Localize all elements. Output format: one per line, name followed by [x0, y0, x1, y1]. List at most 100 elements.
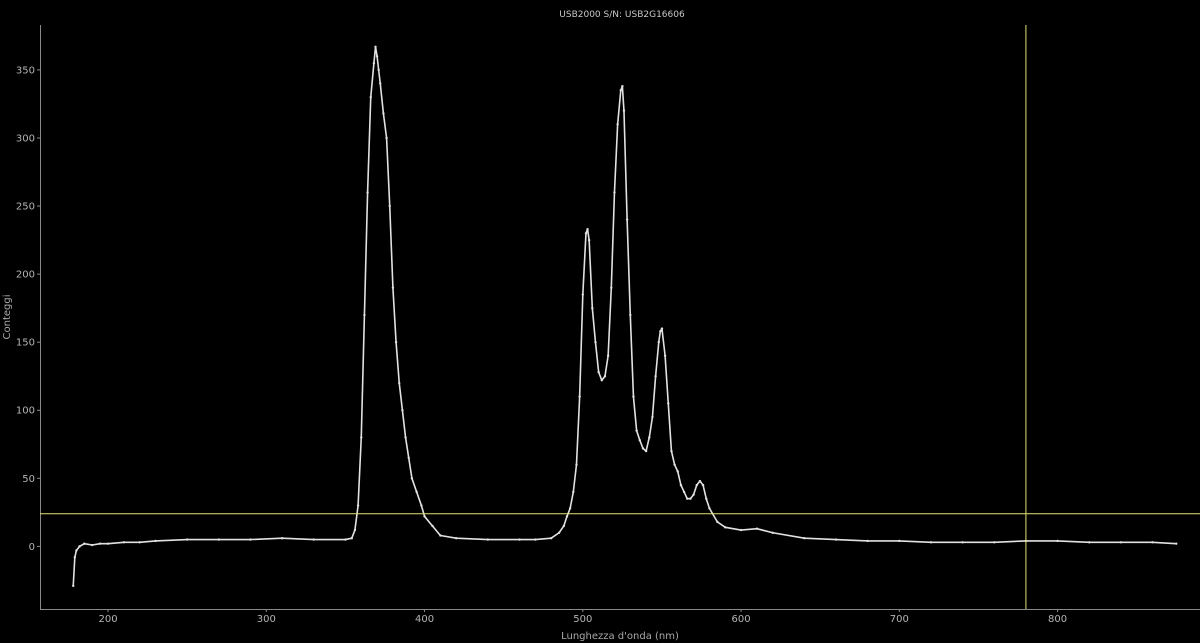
data-point	[689, 497, 692, 500]
data-point	[565, 515, 569, 518]
data-point	[701, 483, 705, 487]
data-point	[410, 477, 414, 480]
data-point	[356, 504, 360, 507]
data-point	[379, 82, 382, 85]
data-point	[673, 463, 676, 466]
data-point	[1056, 539, 1059, 543]
data-point	[771, 531, 774, 534]
data-point	[834, 538, 838, 541]
data-point	[600, 379, 604, 382]
data-point	[610, 286, 613, 289]
data-point	[724, 526, 727, 529]
data-point	[993, 541, 996, 544]
data-point	[606, 354, 610, 357]
y-tick-label: 100	[16, 406, 35, 417]
data-point	[382, 112, 385, 115]
data-point	[391, 286, 395, 289]
data-point	[562, 524, 566, 528]
data-point	[660, 327, 664, 330]
data-point	[353, 528, 357, 532]
data-point	[360, 436, 363, 439]
data-point	[803, 537, 806, 540]
data-point	[401, 409, 404, 412]
data-point	[363, 313, 366, 317]
data-point	[217, 538, 221, 541]
data-point	[372, 61, 376, 65]
y-axis-label: Conteggi	[2, 295, 13, 340]
data-point	[350, 537, 353, 540]
x-tick-label: 200	[99, 614, 118, 625]
y-tick-label: 150	[16, 338, 35, 349]
data-point	[635, 429, 638, 432]
data-point	[122, 541, 126, 544]
data-point	[518, 538, 521, 541]
data-point	[377, 68, 380, 72]
data-point	[575, 463, 578, 466]
data-point	[586, 227, 589, 231]
data-point	[486, 538, 490, 541]
data-point	[91, 543, 94, 547]
data-point	[578, 395, 581, 398]
data-point	[420, 504, 423, 507]
y-tick-label: 50	[22, 474, 35, 485]
data-point	[312, 538, 315, 541]
data-point	[657, 340, 660, 344]
data-point	[138, 541, 141, 544]
data-point	[98, 542, 102, 545]
data-point	[898, 539, 901, 543]
data-point	[423, 515, 426, 518]
data-point-markers	[72, 45, 1178, 588]
data-point	[1088, 541, 1091, 544]
data-point	[455, 537, 458, 540]
y-tick-label: 200	[16, 270, 35, 281]
data-point	[83, 542, 86, 545]
data-point	[695, 483, 698, 487]
y-tick-label: 300	[16, 133, 35, 144]
y-tick-labels: 0 50 100 150 200 250 300 350	[16, 65, 40, 553]
x-tick-label: 400	[415, 614, 434, 625]
data-point	[154, 539, 157, 543]
x-tick-label: 600	[732, 614, 751, 625]
data-point	[622, 109, 626, 112]
data-point	[686, 497, 689, 500]
data-point	[385, 136, 388, 140]
spectrum-line	[72, 45, 1177, 586]
data-point	[78, 545, 81, 548]
data-point	[594, 340, 597, 344]
data-point	[366, 191, 369, 194]
data-point	[587, 238, 591, 242]
data-point	[344, 538, 347, 541]
y-tick-label: 350	[16, 65, 35, 76]
data-point	[641, 447, 645, 450]
data-point	[682, 490, 686, 494]
data-point	[106, 542, 110, 545]
chart-title: USB2000 S/N: USB2G16606	[559, 10, 685, 20]
data-point	[581, 293, 585, 296]
data-point	[651, 415, 654, 419]
data-point	[929, 541, 933, 544]
data-point	[394, 340, 398, 344]
data-point	[866, 539, 869, 543]
data-point	[654, 375, 657, 378]
data-point	[369, 95, 372, 99]
data-point	[648, 436, 651, 439]
data-point	[708, 507, 711, 510]
data-point	[632, 395, 635, 398]
data-point	[73, 556, 77, 559]
data-point	[659, 330, 662, 333]
data-point	[280, 537, 284, 540]
data-point	[644, 449, 648, 453]
data-point	[591, 306, 594, 310]
data-point	[679, 483, 683, 487]
data-point	[415, 490, 418, 494]
data-point	[439, 534, 442, 537]
data-point	[739, 528, 743, 532]
data-point	[603, 375, 607, 378]
data-point	[407, 456, 410, 460]
data-point	[705, 497, 708, 500]
data-point	[375, 55, 379, 58]
data-point	[621, 85, 624, 88]
data-point	[584, 232, 588, 235]
